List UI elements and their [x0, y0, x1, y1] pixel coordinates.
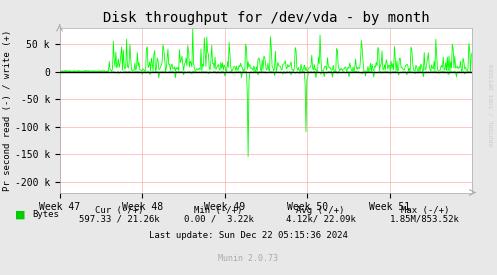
Text: Min (-/+): Min (-/+)	[194, 206, 243, 215]
Text: Munin 2.0.73: Munin 2.0.73	[219, 254, 278, 263]
Y-axis label: Pr second read (-) / write (+): Pr second read (-) / write (+)	[3, 29, 12, 191]
Text: ■: ■	[15, 210, 25, 219]
Text: 4.12k/ 22.09k: 4.12k/ 22.09k	[286, 214, 355, 223]
Text: Max (-/+): Max (-/+)	[401, 206, 449, 215]
Text: Last update: Sun Dec 22 05:15:36 2024: Last update: Sun Dec 22 05:15:36 2024	[149, 231, 348, 240]
Text: 0.00 /  3.22k: 0.00 / 3.22k	[184, 214, 253, 223]
Text: RRDTOOL / TOBI OETIKER: RRDTOOL / TOBI OETIKER	[490, 63, 495, 146]
Text: Bytes: Bytes	[32, 210, 59, 219]
Text: Avg (-/+): Avg (-/+)	[296, 206, 345, 215]
Text: 1.85M/853.52k: 1.85M/853.52k	[390, 214, 460, 223]
Text: Cur (-/+): Cur (-/+)	[95, 206, 144, 215]
Title: Disk throughput for /dev/vda - by month: Disk throughput for /dev/vda - by month	[102, 11, 429, 25]
Text: 597.33 / 21.26k: 597.33 / 21.26k	[79, 214, 160, 223]
